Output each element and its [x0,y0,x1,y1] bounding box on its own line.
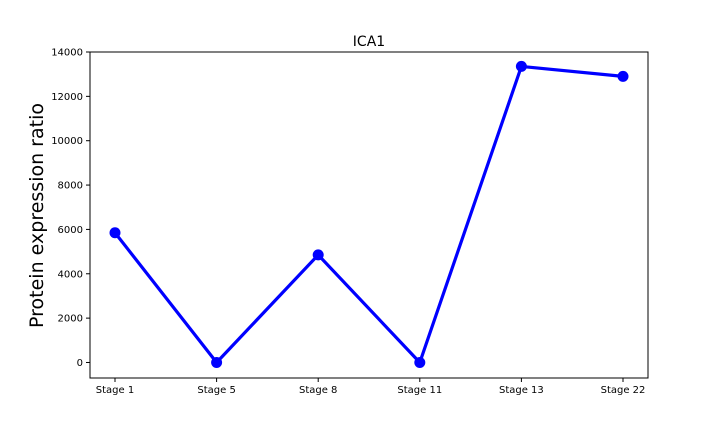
data-point [617,70,629,82]
x-tick-label: Stage 13 [499,385,544,396]
data-point [109,227,121,239]
y-tick-label: 6000 [58,225,83,236]
data-point [211,356,223,368]
series-layer [109,60,629,368]
x-axis-ticks: Stage 1 Stage 5 Stage 8 Stage 11 Stage 13 Sta… [96,378,646,396]
y-axis-label: Protein expression ratio [26,103,48,328]
y-tick-label: 10000 [51,136,83,147]
x-tick-label: Stage 11 [397,385,442,396]
x-tick-label: Stage 8 [299,385,337,396]
series-line [113,64,625,365]
x-tick-label: Stage 5 [197,385,235,396]
plot-frame [89,51,649,379]
x-tick-label: Stage 1 [96,385,134,396]
x-tick-label: Stage 22 [601,385,646,396]
y-tick-label: 0 [77,358,83,369]
data-point [414,356,426,368]
data-point [312,249,324,261]
y-tick-label: 4000 [58,269,83,280]
y-tick-label: 2000 [58,314,83,325]
data-point [515,60,527,72]
y-axis-ticks: 0 2000 4000 6000 8000 10000 12000 14000 [51,48,90,369]
y-tick-label: 12000 [51,92,83,103]
y-tick-label: 8000 [58,181,83,192]
y-tick-label: 14000 [51,48,83,59]
chart-title: ICA1 [353,34,385,50]
